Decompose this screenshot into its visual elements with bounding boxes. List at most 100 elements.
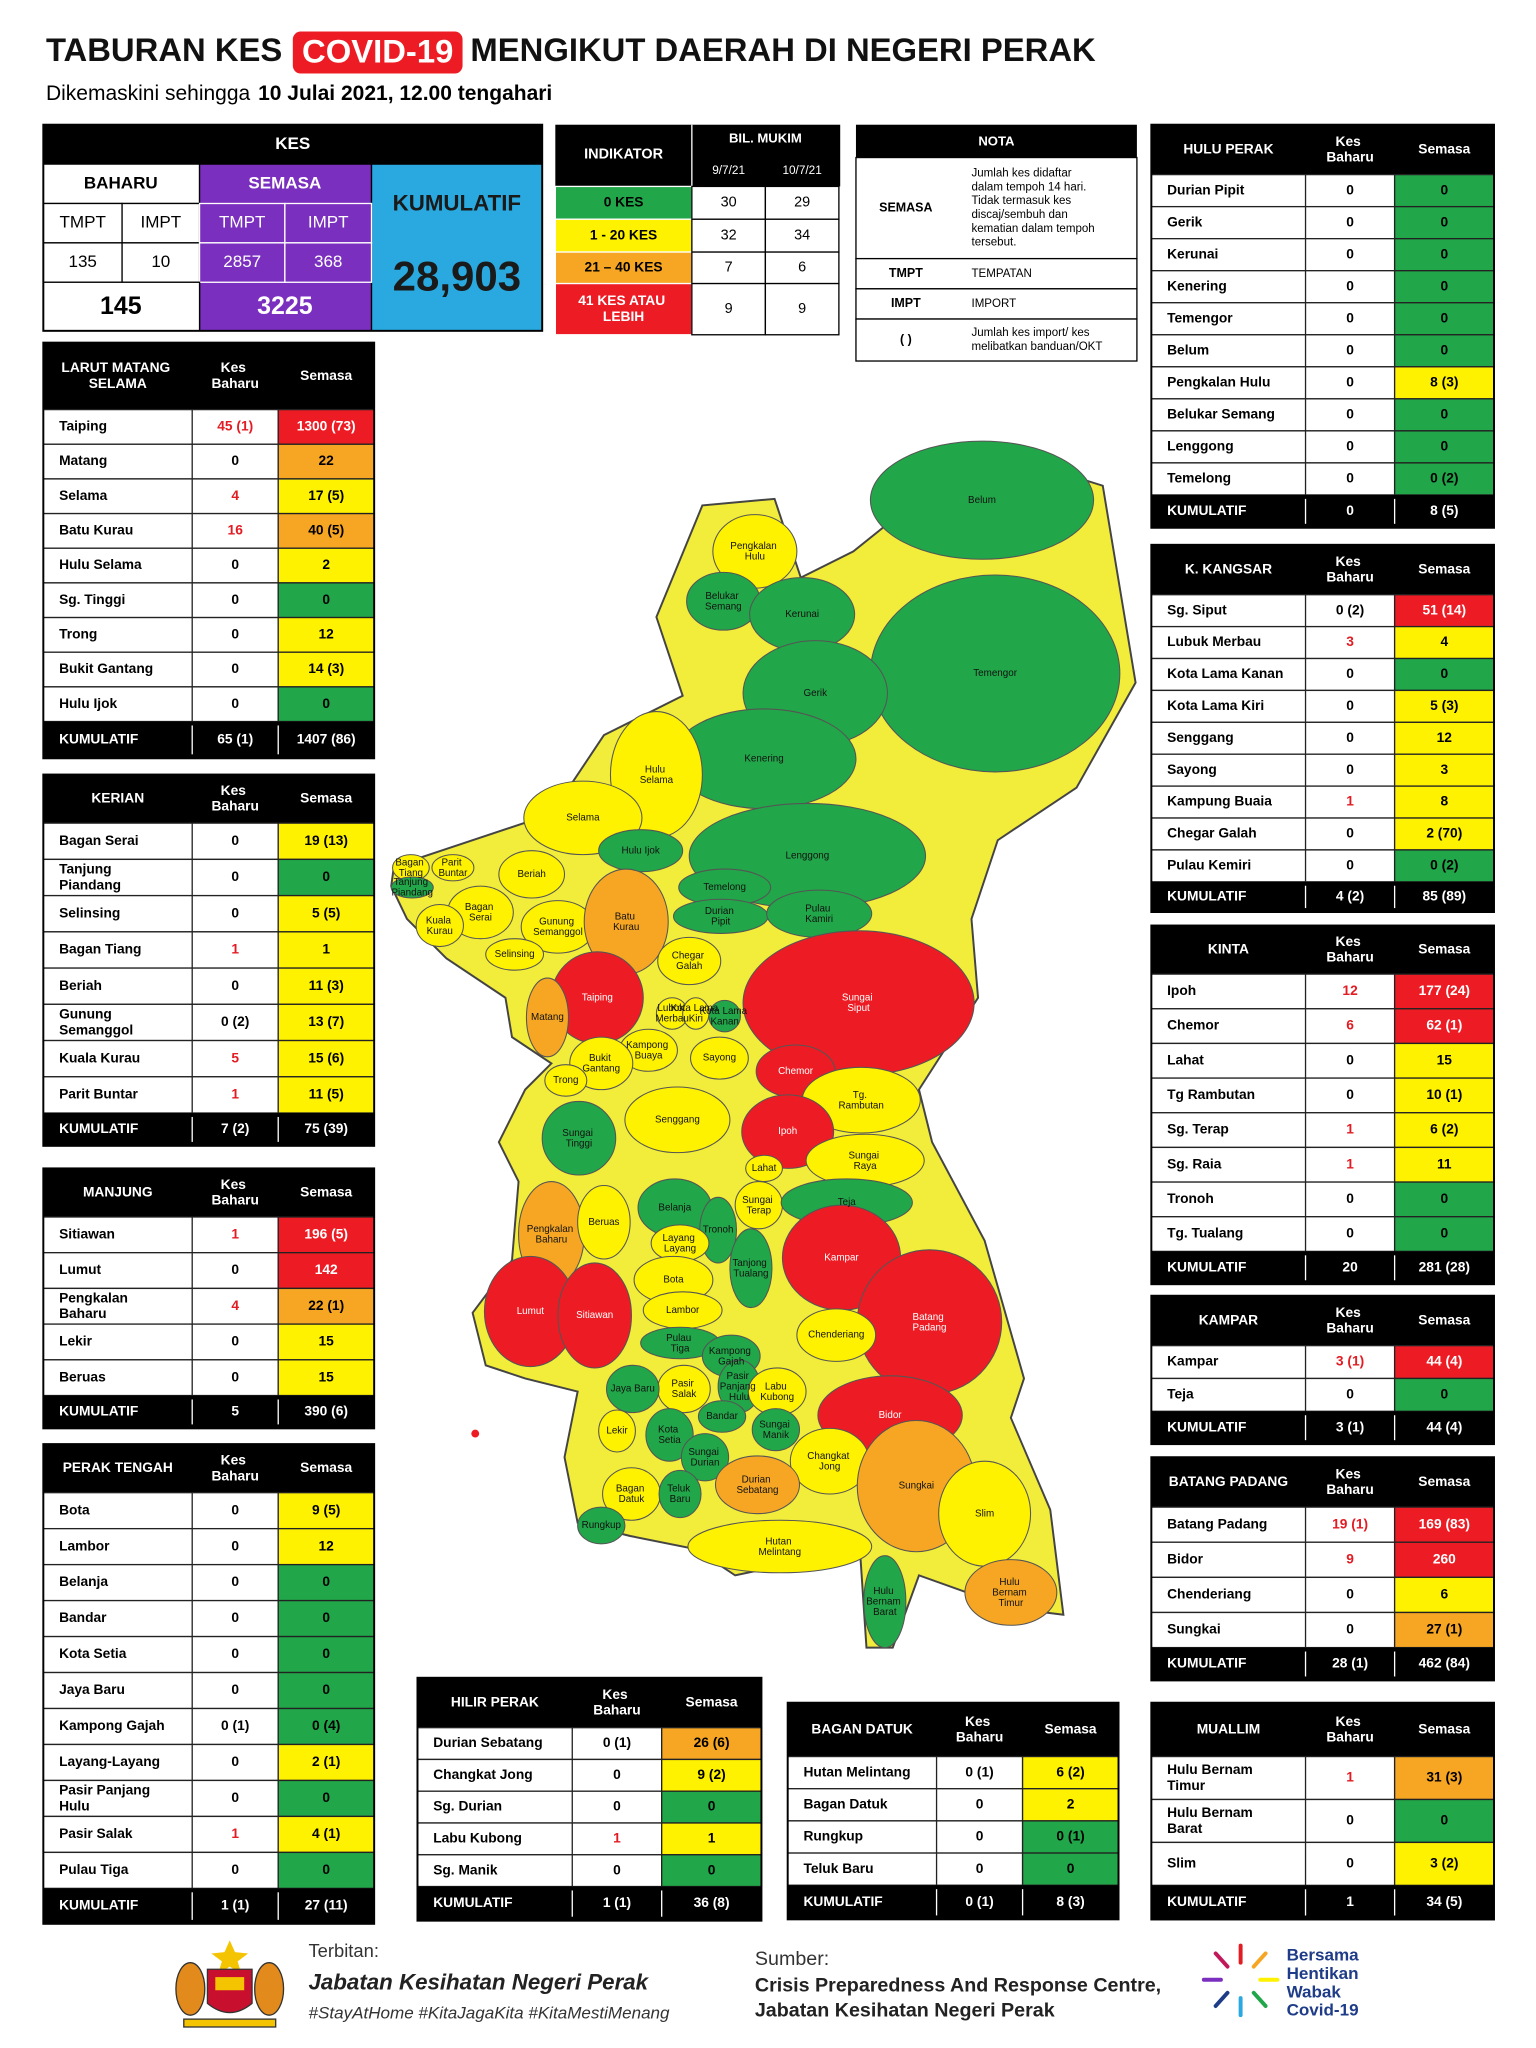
- semasa-cell: [1393, 366, 1495, 400]
- map-label-line: Hulu: [729, 1391, 749, 1402]
- table-col-header: Kes Baharu: [956, 1713, 1003, 1744]
- semasa-value: 0: [708, 1799, 716, 1814]
- semasa-value: 0: [1440, 278, 1448, 293]
- indicator-value: 29: [794, 195, 810, 211]
- district-name-line: Timur: [1167, 1778, 1206, 1793]
- district-name: Teluk Baru: [803, 1861, 873, 1876]
- map-label: Gerik: [804, 688, 828, 699]
- indicator-level: [554, 185, 693, 220]
- table-col-header-line: Kes: [221, 1176, 250, 1191]
- district-name: Layang-Layang: [59, 1754, 160, 1769]
- table-col-header: Kes Baharu: [1326, 554, 1373, 585]
- total-baharu: 28 (1): [1332, 1656, 1368, 1671]
- table-col-header-line: Kes: [221, 783, 250, 798]
- map-label-line: Kampong: [709, 1345, 754, 1356]
- map-label: Sungai Manik: [759, 1419, 792, 1441]
- nota-title: NOTA: [978, 133, 1015, 148]
- kes-baharu: 0: [613, 1799, 621, 1814]
- map-region: [869, 440, 1095, 560]
- map-label-line: Tiang: [399, 868, 423, 879]
- total-semasa: 8 (5): [1430, 503, 1458, 518]
- map-region: [729, 1228, 773, 1309]
- indicator-label-line: LEBIH: [603, 309, 644, 324]
- total-semasa: 34 (5): [1426, 1894, 1462, 1909]
- map-region: [964, 1559, 1058, 1626]
- semasa-value: 0: [322, 1790, 330, 1805]
- kes-baharu: 0: [1346, 214, 1354, 229]
- ray: [1213, 1990, 1230, 2008]
- table-row: [42, 1492, 279, 1530]
- map-label-line: Kuala: [426, 915, 454, 926]
- kes-baharu: 0: [1346, 374, 1354, 389]
- kes-baharu: 0: [1346, 1087, 1354, 1102]
- map-region: [577, 1506, 626, 1545]
- map-label: Sitiawan: [576, 1310, 613, 1321]
- table-row: [42, 478, 279, 515]
- map-region: [577, 1184, 631, 1260]
- map-label-line: Sungai: [759, 1419, 792, 1430]
- district-name: Sungkai: [1167, 1622, 1221, 1637]
- district-name: Kota Setia: [59, 1646, 127, 1661]
- total-label: KUMULATIF: [1167, 1259, 1246, 1274]
- district-name-line: Piandang: [59, 877, 121, 892]
- map-label-line: Sebatang: [736, 1485, 778, 1496]
- kes-baharu: 0: [1346, 471, 1354, 486]
- map-label-line: Pipit: [711, 916, 730, 927]
- table-header: [417, 1677, 762, 1728]
- map-label-line: Kanan: [710, 1016, 738, 1027]
- map-label: Beriah: [517, 869, 545, 880]
- semasa-value: 1: [322, 942, 330, 957]
- semasa-cell: [1393, 1146, 1495, 1183]
- district-name: Tronoh: [1167, 1191, 1214, 1206]
- total-row: [1151, 1647, 1494, 1681]
- table-col-header-line: Baharu: [1326, 1320, 1373, 1335]
- kes-col-label: TMPT: [219, 213, 266, 232]
- semasa-value: 0: [322, 1574, 330, 1589]
- semasa-cell: [277, 443, 375, 480]
- district-name: Lahat: [1167, 1052, 1204, 1067]
- district-name-line: Gunung: [59, 1006, 116, 1021]
- table-col-header: Kes Baharu: [593, 1686, 640, 1717]
- table-border: [1150, 543, 1495, 914]
- map-label-line: Galah: [676, 961, 702, 972]
- kes-baharu: 3: [1346, 634, 1354, 649]
- semasa-cell: [1393, 270, 1495, 304]
- table-col-header: Kes Baharu: [211, 1452, 258, 1483]
- table-border: [1150, 1456, 1495, 1682]
- map-label: Bota: [663, 1275, 684, 1286]
- map-label-line: Bagan: [395, 857, 426, 868]
- indicator-cell: [764, 251, 840, 285]
- map-label-line: Kubong: [760, 1391, 794, 1402]
- district-name: Temengor: [1167, 310, 1233, 325]
- map-label-line: Buntar: [438, 868, 468, 879]
- baharu-header: [42, 163, 201, 205]
- district-name-line: Pengkalan: [59, 1290, 132, 1305]
- district-name-line: Hulu: [59, 1798, 90, 1813]
- map-label: Lahat: [752, 1163, 777, 1174]
- kes-baharu: 0: [1346, 1226, 1354, 1241]
- map-label-line: Labu: [765, 1381, 790, 1392]
- table-header: [1151, 1295, 1494, 1346]
- table-row: [42, 1671, 279, 1710]
- district-name: Hulu Selama: [59, 557, 142, 572]
- kes-baharu: 0 (2): [1336, 602, 1364, 617]
- map-label-line: Hulu: [645, 764, 668, 775]
- map-label: Kota Setia: [658, 1424, 681, 1446]
- kes-baharu: 0: [231, 978, 239, 993]
- map-label: Pengkalan Hulu: [730, 541, 779, 563]
- kes-value: 10: [151, 252, 170, 271]
- kes-total-cell: [42, 281, 201, 332]
- kes-baharu: 0: [613, 1862, 621, 1877]
- map-label: Lekir: [606, 1426, 628, 1437]
- district-name: Batu Kurau: [59, 523, 133, 538]
- table-col-header-line: Baharu: [593, 1702, 640, 1717]
- ray: [1251, 1951, 1268, 1969]
- table-title: MANJUNG: [83, 1184, 153, 1199]
- kumulatif-value: 28,903: [393, 253, 521, 300]
- district-name: Beriah: [59, 978, 102, 993]
- table-row: [42, 1635, 279, 1674]
- kes-baharu: 0 (1): [603, 1735, 631, 1750]
- district-name: Kampung Buaia: [1167, 794, 1272, 809]
- district-name: Lumut: [59, 1262, 101, 1277]
- total-semasa: 390 (6): [304, 1404, 348, 1419]
